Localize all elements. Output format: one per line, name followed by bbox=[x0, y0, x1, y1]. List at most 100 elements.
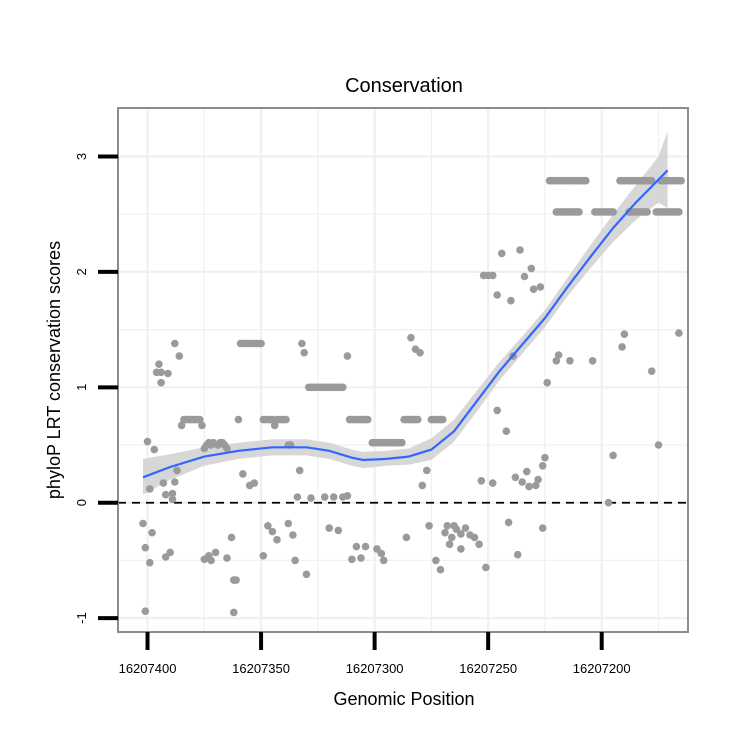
data-point bbox=[575, 208, 583, 216]
data-point bbox=[654, 441, 663, 449]
data-point bbox=[677, 176, 685, 185]
data-point bbox=[529, 285, 538, 294]
data-point bbox=[647, 176, 656, 185]
data-point bbox=[543, 378, 551, 387]
data-point bbox=[232, 576, 240, 584]
data-point bbox=[379, 556, 388, 565]
data-point bbox=[155, 360, 163, 369]
data-point bbox=[457, 530, 465, 538]
data-point bbox=[270, 421, 279, 430]
data-point bbox=[146, 485, 154, 493]
data-point bbox=[566, 357, 574, 365]
data-point bbox=[516, 246, 524, 254]
data-point bbox=[150, 445, 159, 454]
data-point bbox=[504, 518, 513, 527]
y-tick-label: -1 bbox=[74, 612, 89, 624]
data-point bbox=[168, 489, 177, 498]
data-point bbox=[177, 421, 186, 430]
data-point bbox=[141, 543, 150, 552]
data-point bbox=[552, 357, 561, 365]
data-point bbox=[264, 522, 272, 530]
data-point bbox=[291, 556, 299, 565]
data-point bbox=[582, 176, 590, 185]
data-point bbox=[230, 608, 238, 617]
data-point bbox=[618, 343, 626, 351]
data-point bbox=[532, 481, 540, 490]
data-point bbox=[398, 438, 406, 447]
data-point bbox=[441, 528, 449, 537]
data-point bbox=[223, 444, 231, 453]
data-point bbox=[620, 330, 629, 339]
data-point bbox=[488, 271, 497, 280]
data-point bbox=[171, 478, 179, 486]
data-point bbox=[257, 339, 265, 348]
data-point bbox=[250, 479, 259, 487]
data-point bbox=[498, 249, 506, 258]
data-point bbox=[523, 467, 531, 476]
data-point bbox=[502, 427, 511, 436]
data-point bbox=[438, 415, 447, 424]
data-point bbox=[470, 533, 479, 542]
data-point bbox=[418, 481, 427, 490]
data-point bbox=[307, 494, 315, 502]
chart-title: Conservation bbox=[345, 75, 463, 97]
smooth-trend-line bbox=[142, 169, 669, 479]
data-point bbox=[541, 453, 549, 462]
data-point bbox=[259, 552, 268, 560]
data-point bbox=[525, 482, 533, 491]
x-tick-label: 16207350 bbox=[232, 661, 290, 676]
data-point bbox=[436, 565, 445, 574]
data-point bbox=[402, 533, 411, 542]
data-point bbox=[536, 283, 545, 291]
data-point bbox=[157, 378, 165, 387]
data-point bbox=[268, 527, 277, 536]
data-point bbox=[148, 528, 156, 537]
data-point bbox=[538, 524, 547, 532]
data-point bbox=[146, 558, 154, 567]
data-point bbox=[295, 466, 304, 475]
data-point bbox=[293, 493, 302, 501]
y-axis-label: phyloP LRT conservation scores bbox=[44, 241, 64, 499]
data-point bbox=[234, 415, 243, 424]
data-point bbox=[173, 466, 181, 475]
y-tick-label: 2 bbox=[74, 268, 89, 275]
data-point bbox=[198, 421, 206, 430]
data-point bbox=[520, 272, 529, 281]
data-point bbox=[329, 493, 338, 501]
data-point bbox=[534, 475, 542, 484]
data-point bbox=[339, 383, 347, 392]
data-point bbox=[164, 369, 172, 378]
data-point bbox=[647, 367, 656, 376]
plot-border bbox=[117, 107, 689, 633]
data-point bbox=[554, 351, 563, 359]
data-point bbox=[298, 339, 306, 348]
data-point bbox=[284, 519, 293, 528]
data-point bbox=[675, 329, 683, 337]
data-point bbox=[416, 348, 424, 357]
data-point bbox=[604, 498, 613, 507]
x-tick-label: 16207250 bbox=[459, 661, 517, 676]
data-point bbox=[477, 477, 486, 485]
data-point bbox=[175, 352, 184, 360]
data-point bbox=[457, 545, 465, 553]
data-point bbox=[488, 479, 497, 487]
data-point bbox=[432, 556, 440, 565]
data-point bbox=[289, 531, 297, 539]
data-point bbox=[157, 368, 165, 377]
data-point bbox=[352, 542, 361, 551]
y-tick-label: 0 bbox=[74, 499, 89, 506]
data-point bbox=[407, 333, 415, 342]
data-point bbox=[211, 548, 220, 557]
data-point bbox=[343, 492, 352, 500]
plot-panel bbox=[118, 108, 688, 632]
data-point bbox=[518, 478, 526, 486]
data-point bbox=[343, 352, 352, 360]
data-point bbox=[273, 535, 281, 544]
plot-area: 16207400 16207350 16207300 16207250 16207200… bbox=[74, 107, 689, 676]
data-point bbox=[196, 415, 204, 424]
data-point bbox=[609, 208, 617, 216]
data-point bbox=[511, 473, 520, 482]
data-point bbox=[377, 549, 386, 558]
data-point bbox=[588, 357, 597, 365]
